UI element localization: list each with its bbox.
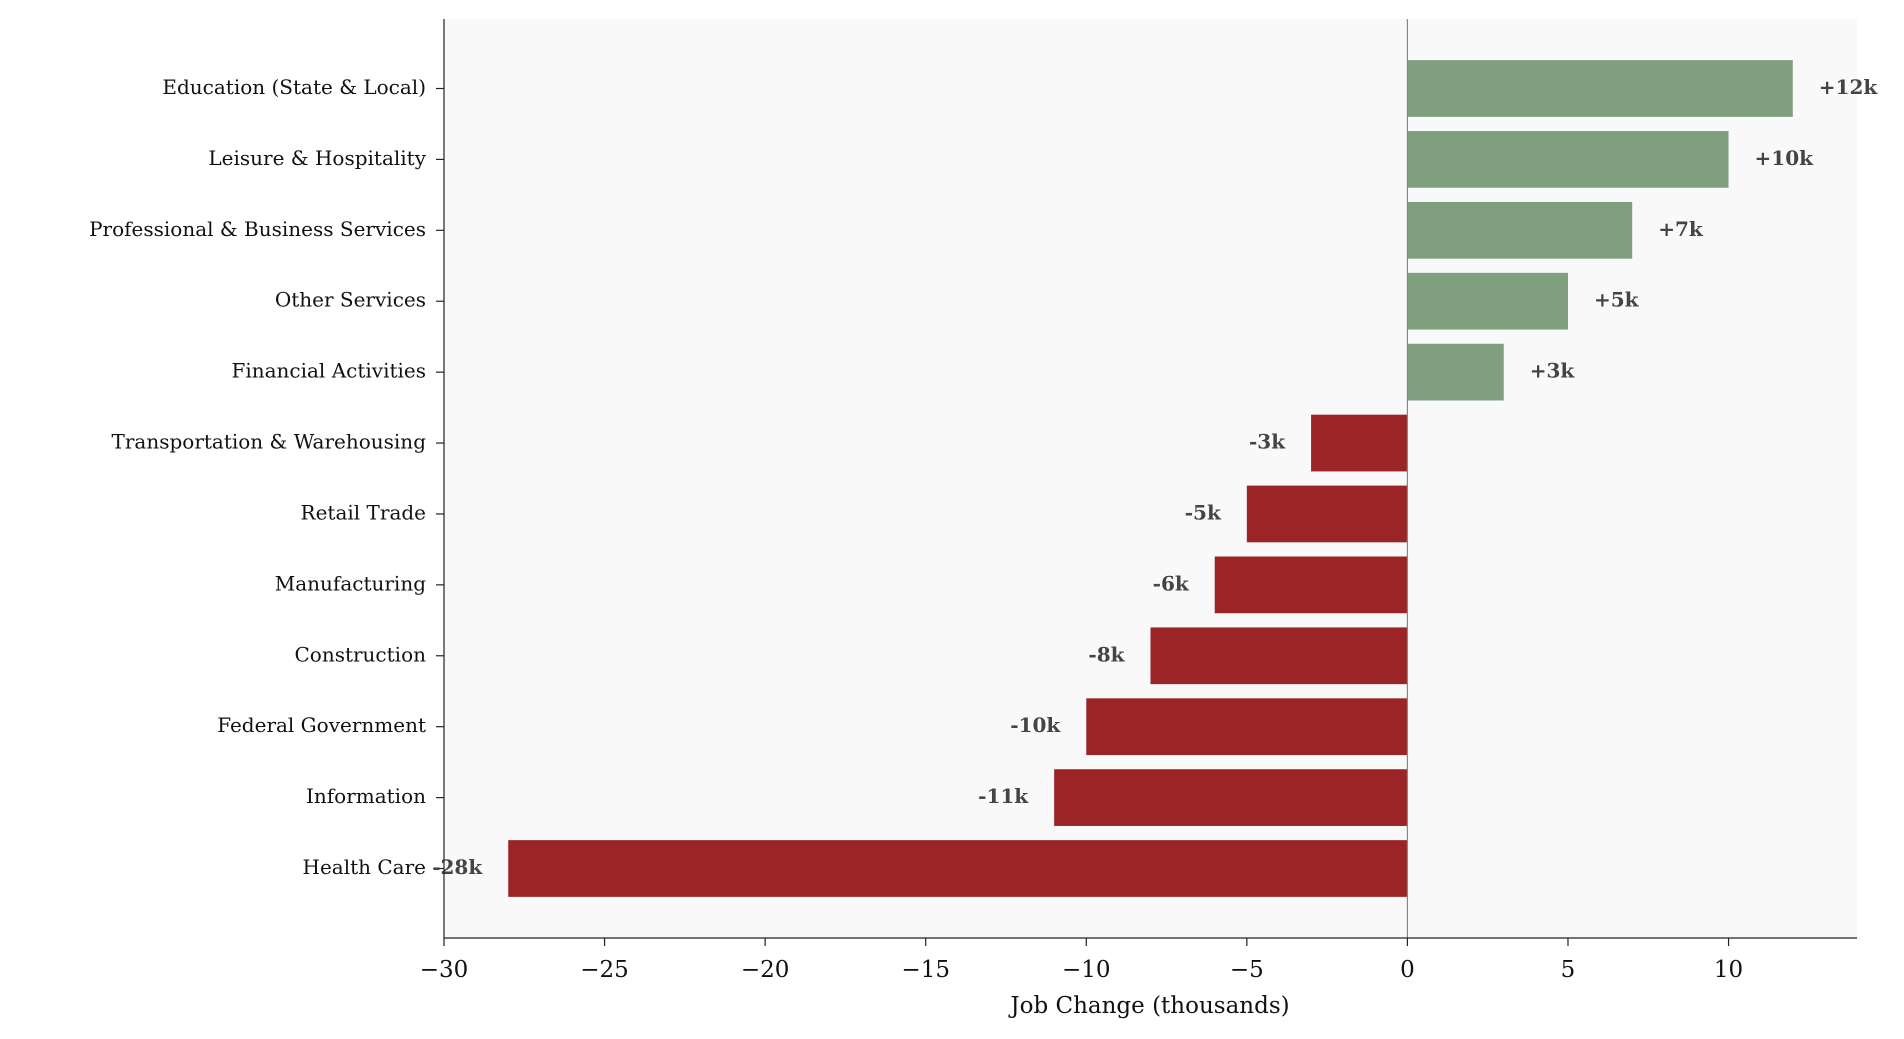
- value-label: -11k: [978, 784, 1029, 808]
- x-tick-label: −25: [580, 957, 629, 983]
- bar: [1407, 272, 1568, 330]
- value-label: -10k: [1010, 713, 1061, 737]
- value-label: +12k: [1819, 75, 1879, 99]
- value-label: -28k: [432, 855, 483, 879]
- x-tick-label: −10: [1062, 957, 1111, 983]
- y-tick-label: Leisure & Hospitality: [208, 146, 426, 170]
- bar: [1407, 60, 1793, 117]
- x-tick-label: 0: [1400, 957, 1415, 983]
- value-label: +10k: [1755, 146, 1815, 170]
- y-tick-label: Health Care: [303, 855, 427, 879]
- value-label: -5k: [1185, 500, 1222, 524]
- y-tick-label: Financial Activities: [231, 359, 426, 383]
- x-axis-label: Job Change (thousands): [1008, 993, 1289, 1019]
- bar: [1214, 556, 1408, 614]
- value-label: -3k: [1249, 430, 1286, 454]
- y-tick-label: Federal Government: [217, 713, 426, 737]
- y-tick-label: Information: [306, 784, 426, 808]
- bar: [1407, 131, 1729, 188]
- bar: [1311, 414, 1408, 472]
- y-tick-label: Education (State & Local): [162, 75, 426, 99]
- y-tick-label: Professional & Business Services: [89, 217, 426, 241]
- y-tick-label: Retail Trade: [301, 500, 426, 524]
- bar: [1150, 627, 1408, 685]
- bar: [508, 840, 1408, 897]
- y-tick-label: Other Services: [275, 288, 426, 312]
- x-tick-label: 5: [1561, 957, 1576, 983]
- x-tick-label: −30: [420, 957, 469, 983]
- value-label: -8k: [1088, 642, 1125, 666]
- x-tick-label: −20: [741, 957, 790, 983]
- x-tick-label: 10: [1714, 957, 1743, 983]
- y-tick-label: Manufacturing: [275, 571, 426, 595]
- value-label: +7k: [1658, 217, 1704, 241]
- bar: [1246, 485, 1408, 543]
- value-label: +3k: [1530, 359, 1576, 383]
- x-tick-label: −15: [901, 957, 950, 983]
- bar: [1407, 343, 1504, 401]
- y-tick-label: Construction: [294, 642, 426, 666]
- bar: [1407, 201, 1633, 259]
- value-label: -6k: [1153, 571, 1190, 595]
- bar: [1086, 698, 1408, 756]
- value-label: +5k: [1594, 288, 1640, 312]
- x-tick-label: −5: [1230, 957, 1264, 983]
- y-tick-label: Transportation & Warehousing: [112, 430, 427, 454]
- bar: [1054, 769, 1408, 826]
